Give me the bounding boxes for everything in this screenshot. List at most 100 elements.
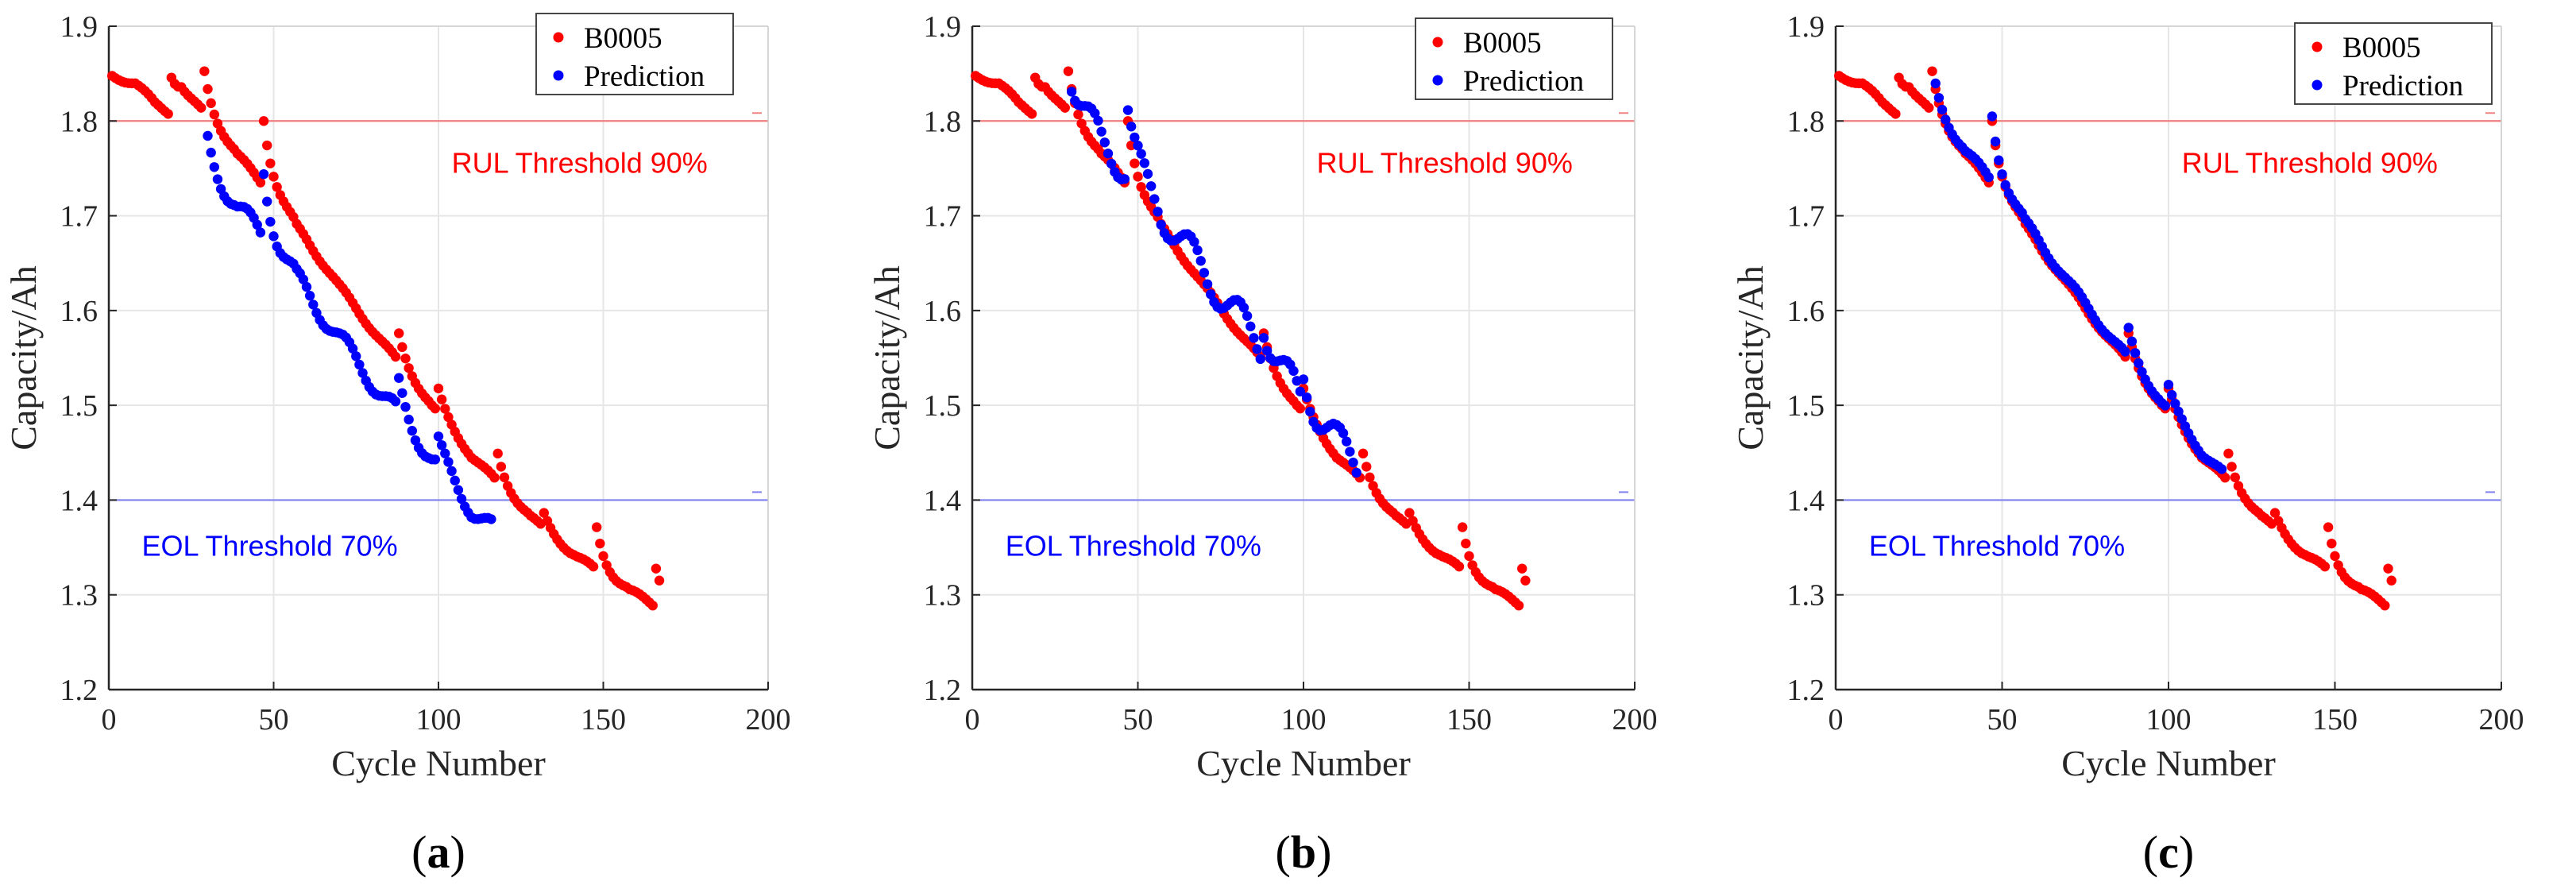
data-point-prediction — [1238, 303, 1249, 313]
y-tick-label: 1.9 — [924, 10, 962, 44]
legend-label-b0005: B0005 — [1463, 27, 1542, 60]
data-point-prediction — [1994, 155, 2004, 165]
legend-marker-prediction — [2311, 79, 2323, 91]
data-point-prediction — [1206, 289, 1216, 300]
data-point-b0005 — [1927, 66, 1937, 76]
y-tick-label: 1.3 — [1787, 579, 1825, 613]
data-point-b0005 — [206, 98, 216, 109]
y-tick-label: 1.8 — [1787, 105, 1825, 138]
data-point-b0005 — [1890, 109, 1901, 119]
data-point-b0005 — [397, 342, 407, 353]
data-point-prediction — [410, 435, 421, 446]
data-point-prediction — [2123, 323, 2134, 333]
y-tick-label: 1.4 — [60, 484, 98, 517]
data-point-b0005 — [2230, 472, 2240, 483]
data-point-b0005 — [268, 172, 279, 182]
data-point-b0005 — [2330, 551, 2340, 562]
data-point-prediction — [1983, 172, 1994, 183]
data-point-b0005 — [1520, 575, 1531, 586]
data-point-b0005 — [489, 472, 500, 483]
data-point-prediction — [298, 274, 309, 284]
data-point-b0005 — [255, 177, 266, 187]
data-point-b0005 — [2380, 600, 2390, 611]
y-tick-label: 1.3 — [924, 579, 962, 613]
data-point-prediction — [1142, 168, 1153, 180]
legend-box — [2294, 22, 2493, 105]
data-point-prediction — [443, 457, 454, 467]
data-point-b0005 — [209, 109, 219, 120]
eol-threshold-label: EOL Threshold 70% — [142, 529, 398, 562]
data-point-b0005 — [196, 102, 207, 113]
legend-box — [535, 13, 734, 95]
data-point-b0005 — [1365, 472, 1375, 483]
data-point-b0005 — [2269, 508, 2281, 518]
data-point-prediction — [1119, 174, 1130, 184]
data-point-b0005 — [212, 118, 223, 129]
x-tick-label: 200 — [2479, 703, 2524, 736]
x-axis-label: Cycle Number — [2061, 743, 2276, 783]
data-point-b0005 — [390, 351, 401, 362]
y-axis-label: Capacity/Ah — [3, 265, 44, 450]
data-point-b0005 — [1133, 172, 1143, 182]
x-tick-label: 100 — [2146, 703, 2192, 736]
rul-threshold-label: RUL Threshold 90% — [1317, 146, 1573, 179]
y-tick-label: 1.9 — [1787, 10, 1825, 44]
data-point-b0005 — [539, 508, 549, 518]
y-tick-label: 1.8 — [60, 105, 98, 138]
legend-marker-prediction — [553, 70, 564, 81]
data-point-prediction — [1345, 446, 1355, 457]
y-tick-label: 1.7 — [924, 200, 962, 234]
data-point-prediction — [1139, 158, 1150, 168]
data-point-prediction — [1093, 115, 1103, 126]
y-axis-label: Capacity/Ah — [1730, 265, 1771, 450]
data-point-prediction — [486, 514, 496, 524]
y-tick-label: 1.5 — [924, 389, 962, 423]
data-point-b0005 — [265, 158, 276, 168]
data-point-b0005 — [1454, 561, 1465, 572]
data-point-prediction — [450, 475, 460, 486]
data-point-prediction — [252, 219, 262, 230]
data-point-b0005 — [2327, 538, 2337, 549]
data-point-prediction — [1258, 333, 1269, 343]
data-point-prediction — [347, 343, 358, 354]
data-point-b0005 — [651, 563, 662, 574]
x-tick-label: 0 — [102, 703, 117, 736]
series-prediction — [1930, 78, 2227, 474]
data-point-prediction — [1288, 365, 1299, 377]
panel-label-open: ( — [1276, 826, 1291, 878]
series-b0005 — [970, 66, 1531, 611]
data-point-prediction — [1261, 346, 1273, 356]
data-point-b0005 — [2386, 575, 2396, 586]
data-point-prediction — [1348, 457, 1358, 468]
data-point-b0005 — [258, 116, 269, 126]
legend: B0005 Prediction — [1415, 17, 1613, 100]
data-point-prediction — [2163, 380, 2174, 390]
panel-label-open: ( — [2143, 826, 2158, 878]
data-point-prediction — [1145, 181, 1157, 191]
panel-label-open: ( — [411, 826, 427, 878]
data-point-prediction — [1122, 105, 1134, 115]
series-prediction — [203, 130, 496, 524]
data-point-prediction — [209, 162, 219, 172]
data-point-prediction — [456, 493, 467, 504]
y-tick-label: 1.3 — [60, 579, 98, 613]
legend-box — [1415, 17, 1613, 100]
data-point-b0005 — [1073, 109, 1083, 120]
data-point-prediction — [301, 281, 312, 292]
panel-label-letter: a — [427, 826, 450, 878]
data-point-b0005 — [2319, 561, 2331, 572]
data-point-b0005 — [1464, 551, 1474, 562]
data-point-prediction — [453, 485, 464, 495]
data-point-prediction — [2173, 406, 2184, 417]
panel-label: (a) — [411, 826, 465, 878]
data-point-prediction — [1249, 333, 1259, 343]
y-tick-label: 1.2 — [1787, 674, 1825, 707]
data-point-b0005 — [496, 462, 507, 472]
data-point-b0005 — [433, 383, 444, 394]
data-point-prediction — [2126, 336, 2138, 346]
data-point-prediction — [1298, 374, 1309, 385]
data-point-b0005 — [272, 182, 282, 192]
data-point-prediction — [436, 440, 447, 450]
data-point-prediction — [1199, 268, 1210, 278]
x-tick-label: 100 — [1281, 703, 1327, 736]
